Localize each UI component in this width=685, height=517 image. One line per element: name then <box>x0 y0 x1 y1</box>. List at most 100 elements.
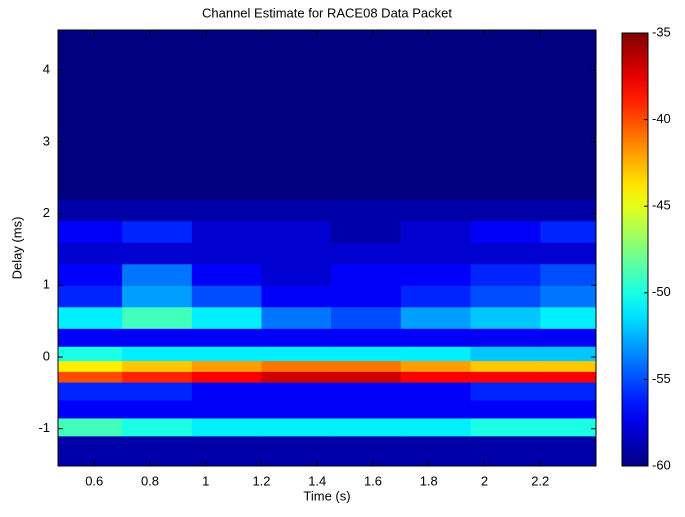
heatmap-cell <box>331 328 402 347</box>
heatmap-cell <box>122 382 193 401</box>
heatmap-cell <box>540 346 597 362</box>
heatmap-cell <box>58 30 123 200</box>
heatmap-cell <box>122 417 193 437</box>
heatmap-cell <box>58 328 123 347</box>
heatmap-cell <box>191 400 262 419</box>
heatmap-cell <box>400 346 472 362</box>
heatmap-cell <box>540 199 597 222</box>
heatmap-cell <box>261 360 332 372</box>
heatmap-cell <box>122 285 193 308</box>
heatmap-cell <box>400 285 472 308</box>
heatmap-cell <box>191 360 262 372</box>
heatmap-cell <box>58 199 123 222</box>
x-tick-label: 0.8 <box>141 473 159 488</box>
heatmap-cell <box>400 371 472 383</box>
heatmap-cell <box>470 30 541 200</box>
chart-title: Channel Estimate for RACE08 Data Packet <box>202 5 452 20</box>
heatmap-cell <box>191 30 262 200</box>
heatmap-cell <box>470 306 541 329</box>
plot-frame <box>57 29 597 467</box>
heatmap-cell <box>261 306 332 329</box>
heatmap-cell <box>331 400 402 419</box>
heatmap-cell <box>191 346 262 362</box>
heatmap-cell <box>540 371 597 383</box>
heatmap-cell <box>58 285 123 308</box>
heatmap-cell <box>400 328 472 347</box>
heatmap-cell <box>261 328 332 347</box>
heatmap-cell <box>58 346 123 362</box>
heatmap-cell <box>261 242 332 265</box>
heatmap-cell <box>122 199 193 222</box>
heatmap-cell <box>331 242 402 265</box>
heatmap-cell <box>400 30 472 200</box>
heatmap-cell <box>191 285 262 308</box>
heatmap-cell <box>58 263 123 286</box>
x-tick-label: 1.2 <box>252 473 270 488</box>
x-tick-label: 1.8 <box>420 473 438 488</box>
heatmap-cell <box>470 371 541 383</box>
heatmap-cell <box>400 306 472 329</box>
heatmap-cell <box>261 417 332 437</box>
heatmap-cell <box>58 435 123 467</box>
colorbar-tick-label: -50 <box>652 284 671 299</box>
heatmap-cell <box>331 382 402 401</box>
heatmap-cell <box>58 220 123 243</box>
heatmap-cell <box>470 220 541 243</box>
heatmap-cell <box>191 371 262 383</box>
heatmap-cell <box>191 242 262 265</box>
heatmap-cell <box>58 242 123 265</box>
heatmap-cell <box>470 346 541 362</box>
heatmap-cell <box>261 346 332 362</box>
heatmap-cell <box>122 220 193 243</box>
heatmap-cell <box>58 306 123 329</box>
x-axis-label: Time (s) <box>303 488 350 503</box>
heatmap-cell <box>331 30 402 200</box>
heatmap-cell <box>400 417 472 437</box>
heatmap-cell <box>331 417 402 437</box>
y-tick-label: -1 <box>38 420 50 435</box>
y-tick-label: 4 <box>43 62 50 77</box>
heatmap-cell <box>261 30 332 200</box>
heatmap-cell <box>470 263 541 286</box>
y-tick-label: 2 <box>43 205 50 220</box>
heatmap-cell <box>331 346 402 362</box>
heatmap-cell <box>58 371 123 383</box>
heatmap-cell <box>400 199 472 222</box>
heatmap-cell <box>470 285 541 308</box>
heatmap-cell <box>261 371 332 383</box>
y-tick-label: 3 <box>43 133 50 148</box>
x-tick-label: 2.2 <box>531 473 549 488</box>
x-tick-label: 0.6 <box>85 473 103 488</box>
y-tick-label: 0 <box>43 348 50 363</box>
heatmap-cell <box>400 435 472 467</box>
heatmap-cell <box>191 220 262 243</box>
heatmap-cell <box>331 285 402 308</box>
heatmap-cell <box>191 328 262 347</box>
colorbar-tick-label: -40 <box>652 111 671 126</box>
heatmap-cell <box>470 360 541 372</box>
heatmap-cell <box>400 242 472 265</box>
colorbar-tick-label: -55 <box>652 371 671 386</box>
heatmap-cell <box>331 199 402 222</box>
heatmap-cell <box>261 285 332 308</box>
heatmap-cell <box>122 328 193 347</box>
heatmap-cell <box>470 328 541 347</box>
heatmap-cell <box>470 199 541 222</box>
colorbar <box>621 32 649 467</box>
heatmap-cell <box>122 30 193 200</box>
heatmap-cell <box>470 417 541 437</box>
heatmap-cell <box>261 220 332 243</box>
heatmap-cell <box>191 199 262 222</box>
heatmap-cell <box>540 382 597 401</box>
x-tick-label: 1.6 <box>364 473 382 488</box>
heatmap-cell <box>540 360 597 372</box>
heatmap-cell <box>470 382 541 401</box>
heatmap-cell <box>470 242 541 265</box>
y-axis-label: Delay (ms) <box>9 217 24 280</box>
heatmap-cell <box>331 371 402 383</box>
heatmap-cell <box>540 417 597 437</box>
heatmap-cell <box>400 360 472 372</box>
heatmap-cell <box>540 306 597 329</box>
heatmap-cell <box>331 220 402 243</box>
heatmap-cell <box>261 199 332 222</box>
